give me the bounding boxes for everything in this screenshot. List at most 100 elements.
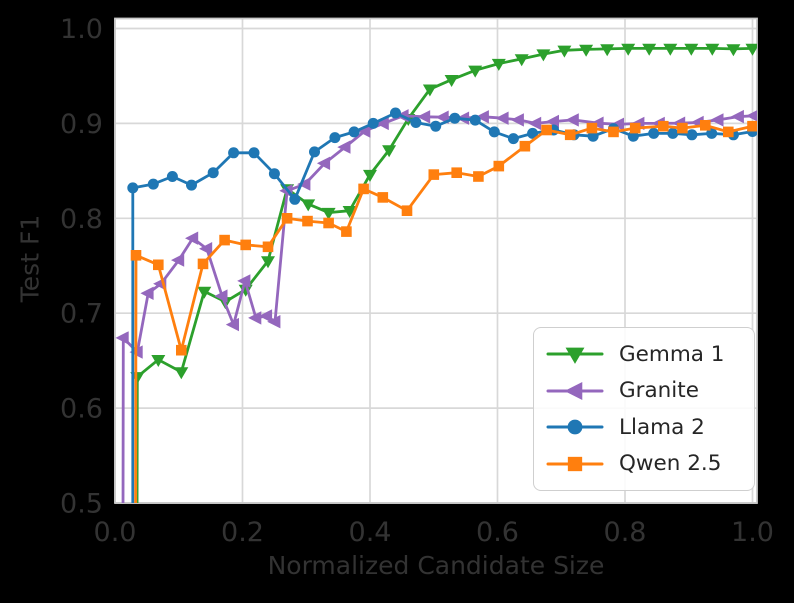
data-point-marker [706,127,718,139]
data-point-marker [248,311,262,325]
data-point-marker [684,43,699,56]
x-tick-label: 0.0 [94,517,137,548]
qwen-2-5-line-marker-icon [546,456,604,471]
data-point-marker [730,109,744,124]
data-point-marker [240,239,251,251]
data-point-marker [658,120,669,132]
data-point-marker [723,126,734,138]
data-point-marker [663,43,678,56]
data-point-marker [564,129,576,141]
y-tick-label: 0.7 [60,299,103,330]
data-point-marker [726,44,741,57]
data-point-marker [267,315,281,329]
data-point-marker [261,256,275,269]
x-tick-label: 1.0 [731,517,774,548]
series-qwen-2-5 [130,120,757,503]
data-point-marker [289,193,301,205]
data-point-marker [449,112,461,124]
data-point-marker [648,127,660,139]
data-point-marker [565,347,585,365]
data-point-marker [430,120,442,132]
data-point-marker [514,54,529,67]
data-point-marker [527,127,539,139]
data-point-marker [587,130,599,142]
data-point-marker [214,289,228,303]
data-point-marker [382,145,397,158]
x-tick-label: 0.2 [221,517,264,548]
x-axis-title: Normalized Candidate Size [267,551,605,580]
data-point-marker [342,206,357,218]
data-point-marker [237,274,251,288]
data-point-marker [435,110,449,124]
data-point-marker [667,127,679,139]
legend-label: Granite [619,378,699,403]
data-point-marker [377,192,389,203]
data-point-marker [536,49,551,62]
data-point-marker [390,107,401,119]
data-point-marker [348,126,360,138]
legend-label: Gemma 1 [619,341,725,367]
data-point-marker [199,242,213,256]
legend-item-qwen-2-5: Qwen 2.5 [546,446,742,482]
data-point-marker [153,259,164,271]
data-point-marker [417,110,431,124]
legend-box: Gemma 1 Granite Llama 2 Qwen 2.5 [533,327,755,491]
data-point-marker [475,110,489,124]
data-point-marker [207,167,219,179]
y-tick-label: 0.9 [60,109,103,140]
data-point-marker [410,117,422,128]
data-point-marker [677,122,688,134]
data-point-marker [629,122,641,134]
legend-item-granite: Granite [546,373,742,409]
x-tick-label: 0.8 [604,517,647,548]
data-point-marker [686,129,698,141]
data-point-marker [341,226,352,237]
data-point-marker [174,367,189,380]
data-point-marker [610,117,624,131]
data-point-marker [700,120,711,131]
data-point-marker [627,130,639,142]
data-point-marker [567,419,583,435]
data-point-marker [745,43,757,56]
data-point-marker [473,171,484,182]
data-point-marker [493,160,505,172]
data-point-marker [567,456,583,471]
data-point-marker [248,147,260,159]
data-point-marker [579,44,594,57]
data-point-marker [225,317,239,332]
data-point-marker [197,258,209,270]
data-point-marker [171,253,185,267]
data-point-marker [375,116,389,131]
data-point-marker [367,117,379,129]
data-point-marker [358,183,369,195]
data-point-marker [219,234,230,246]
data-point-marker [491,58,506,71]
llama-2-line-marker-icon [546,419,604,435]
data-point-marker [166,171,178,182]
data-point-marker [130,250,142,261]
data-point-marker [705,43,720,56]
legend-label: Qwen 2.5 [619,451,722,476]
data-point-marker [323,217,334,229]
data-point-marker [197,286,212,299]
y-tick-label: 1.0 [60,14,103,45]
data-point-marker [564,381,583,400]
data-point-marker [147,178,159,190]
data-point-marker [600,44,615,57]
data-point-marker [747,120,757,132]
data-point-marker [228,147,240,159]
data-point-marker [444,75,459,87]
legend-item-llama-2: Llama 2 [546,409,742,445]
granite-line-marker-icon [546,381,604,400]
data-point-marker [557,45,572,58]
data-point-marker [309,146,320,158]
data-point-marker [140,286,154,300]
data-point-marker [262,241,274,253]
data-point-marker [268,168,280,180]
data-point-marker [495,111,509,125]
data-point-marker [329,132,341,144]
data-point-marker [422,84,437,97]
x-tick-label: 0.4 [349,517,392,548]
